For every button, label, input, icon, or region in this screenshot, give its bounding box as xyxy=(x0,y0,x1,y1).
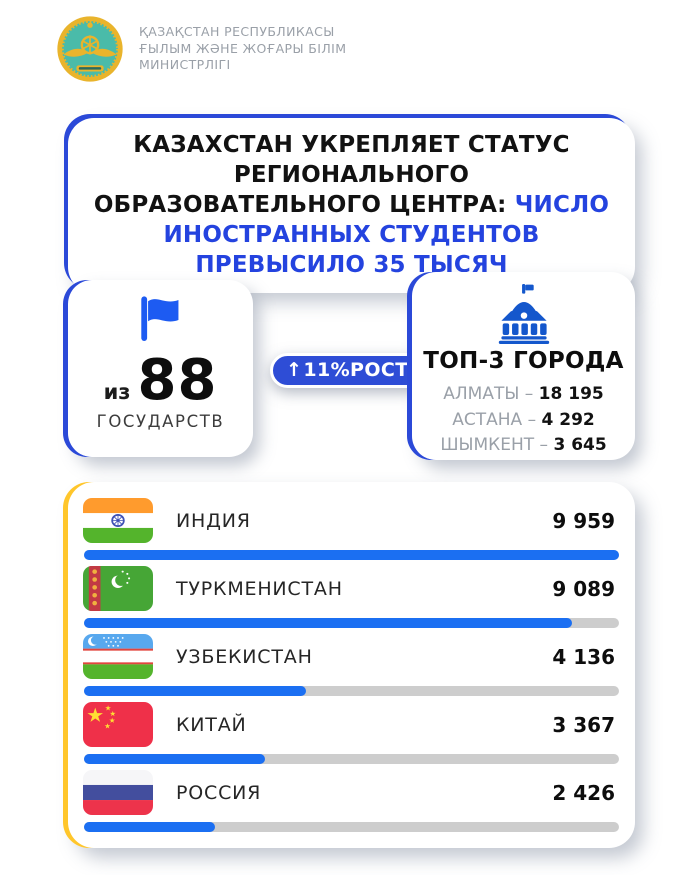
turkmenistan-flag-icon xyxy=(83,566,153,611)
country-label: ТУРКМЕНИСТАН xyxy=(176,577,343,600)
top-cities-list: АЛМАТЫ – 18 195 АСТАНА – 4 292 ШЫМКЕНТ –… xyxy=(412,382,635,459)
states-label: ГОСУДАРСТВ xyxy=(96,412,225,431)
country-row-russia: РОССИЯ 2 426 xyxy=(83,770,620,832)
states-count-number: 88 xyxy=(137,348,218,413)
states-count-prefix: из xyxy=(103,380,131,404)
city-name: АЛМАТЫ xyxy=(443,384,520,404)
arrow-up-icon: ↑ xyxy=(286,359,303,381)
bar-track xyxy=(84,754,619,764)
city-separator: – xyxy=(524,384,534,404)
bar-fill xyxy=(84,550,619,560)
country-value: 2 426 xyxy=(552,780,615,805)
city-line: АСТАНА – 4 292 xyxy=(412,408,635,434)
city-value: 4 292 xyxy=(541,409,595,430)
china-flag-icon xyxy=(83,702,153,747)
city-value: 18 195 xyxy=(538,384,604,404)
india-flag-icon xyxy=(83,498,153,543)
country-value: 9 959 xyxy=(552,508,615,533)
city-line: АЛМАТЫ – 18 195 xyxy=(412,382,635,408)
bar-track xyxy=(84,550,619,560)
country-value: 3 367 xyxy=(552,712,615,737)
bar-track xyxy=(84,618,619,628)
country-label: РОССИЯ xyxy=(176,781,262,804)
bar-fill xyxy=(84,754,265,764)
ministry-name-line: ҚАЗАҚСТАН РЕСПУБЛИКАСЫ xyxy=(139,24,335,40)
country-label: УЗБЕКИСТАН xyxy=(176,645,313,668)
bar-track xyxy=(84,686,619,696)
country-value: 4 136 xyxy=(552,644,615,669)
city-separator: – xyxy=(539,435,549,455)
top-cities-card: ТОП-3 ГОРОДА АЛМАТЫ – 18 195 АСТАНА – 4 … xyxy=(412,272,635,460)
growth-badge: ↑11%РОСТ xyxy=(270,353,425,388)
header: ҚАЗАҚСТАН РЕСПУБЛИКАСЫ ҒЫЛЫМ ЖӘНЕ ЖОҒАРЫ… xyxy=(56,15,346,83)
title-blue-part: ЧИСЛО ИНОСТРАННЫХ СТУДЕНТОВ ПРЕВЫСИЛО 35… xyxy=(163,191,610,278)
city-value: 3 645 xyxy=(553,435,607,455)
bar-fill xyxy=(84,822,215,832)
page-title: КАЗАХСТАН УКРЕПЛЯЕТ СТАТУС РЕГИОНАЛЬНОГО… xyxy=(88,131,615,280)
ministry-name-line: МИНИСТРЛІГІ xyxy=(139,57,231,73)
country-label: КИТАЙ xyxy=(176,713,247,736)
country-row-uzbekistan: УЗБЕКИСТАН 4 136 xyxy=(83,634,620,696)
title-black-part: КАЗАХСТАН УКРЕПЛЯЕТ СТАТУС РЕГИОНАЛЬНОГО… xyxy=(93,132,570,218)
city-line: ШЫМКЕНТ – 3 645 xyxy=(412,433,635,459)
top-cities-title: ТОП-3 ГОРОДА xyxy=(423,348,624,374)
origin-countries-card: из 88 ГОСУДАРСТВ xyxy=(68,280,253,457)
university-building-icon xyxy=(498,283,549,344)
country-row-india: ИНДИЯ 9 959 xyxy=(83,498,620,560)
countries-chart-card: ИНДИЯ 9 959 xyxy=(68,482,635,848)
kazakhstan-emblem-icon xyxy=(57,16,123,82)
city-name: ШЫМКЕНТ xyxy=(440,435,535,455)
country-value: 9 089 xyxy=(552,576,615,601)
bar-fill xyxy=(84,686,307,696)
russia-flag-icon xyxy=(83,770,153,815)
title-card: КАЗАХСТАН УКРЕПЛЯЕТ СТАТУС РЕГИОНАЛЬНОГО… xyxy=(68,118,635,294)
country-label: ИНДИЯ xyxy=(176,509,251,532)
ministry-name-line: ҒЫЛЫМ ЖӘНЕ ЖОҒАРЫ БІЛІМ xyxy=(139,40,347,56)
uzbekistan-flag-icon xyxy=(83,634,153,679)
waving-flag-icon xyxy=(140,296,178,341)
country-row-china: КИТАЙ 3 367 xyxy=(83,702,620,764)
growth-badge-label: 11%РОСТ xyxy=(303,359,409,381)
city-name: АСТАНА xyxy=(452,409,523,430)
bar-track xyxy=(84,822,619,832)
country-row-turkmenistan: ТУРКМЕНИСТАН 9 089 xyxy=(83,566,620,628)
city-separator: – xyxy=(527,409,537,430)
states-count: из 88 xyxy=(68,353,253,409)
ministry-name: ҚАЗАҚСТАН РЕСПУБЛИКАСЫ ҒЫЛЫМ ЖӘНЕ ЖОҒАРЫ… xyxy=(139,24,346,74)
bar-fill xyxy=(84,618,573,628)
